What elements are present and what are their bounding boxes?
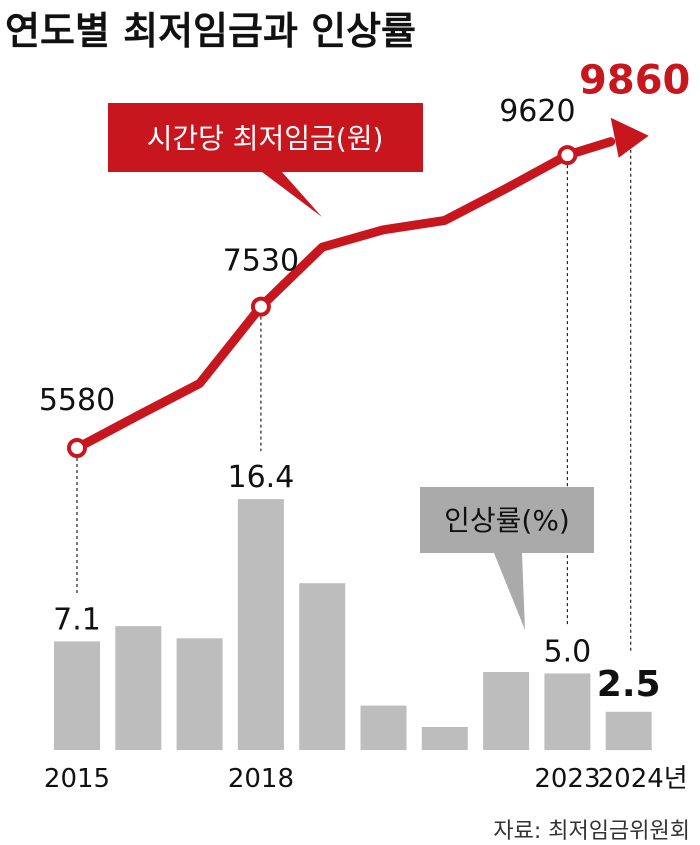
line-arrowhead <box>610 117 649 158</box>
line-label-2024: 9860 <box>579 58 690 104</box>
x-tick-2024: 2024년 <box>598 764 688 794</box>
bar-2016 <box>115 626 162 750</box>
line-series <box>67 117 649 458</box>
line-marker-2015 <box>67 438 87 458</box>
bar-2018 <box>237 499 284 750</box>
bar-2015 <box>54 641 100 750</box>
x-tick-2015: 2015 <box>44 764 110 794</box>
bar-series-callout: 인상률(%) <box>420 487 594 630</box>
bar-series-name: 인상률(%) <box>444 504 570 537</box>
line-label-2023: 9620 <box>499 94 575 129</box>
bar-label-2018: 16.4 <box>228 460 295 495</box>
line-marker-2023 <box>557 145 578 166</box>
leader-lines <box>76 149 632 654</box>
line-label-2018: 7530 <box>223 244 299 279</box>
bar-2021 <box>421 727 468 750</box>
bar-series <box>54 499 652 751</box>
source-note: 자료: 최저임금위원회 <box>493 819 690 844</box>
chart-title: 연도별 최저임금과 인상률 <box>5 9 416 53</box>
bar-label-2015: 7.1 <box>53 602 101 637</box>
line-series-name: 시간당 최저임금(원) <box>147 122 384 155</box>
bar-2019 <box>299 583 346 750</box>
bar-2023 <box>544 673 591 750</box>
line-label-2015: 5580 <box>39 383 115 418</box>
bar-label-2023: 5.0 <box>544 635 592 670</box>
bar-2024 <box>605 711 652 751</box>
line-marker-2018 <box>250 296 271 317</box>
bar-2020 <box>360 705 407 750</box>
bar-2017 <box>176 638 223 750</box>
line-path <box>72 137 616 453</box>
line-series-callout: 시간당 최저임금(원) <box>108 103 423 217</box>
x-tick-2018: 2018 <box>228 764 294 794</box>
bar-label-2024: 2.5 <box>597 664 661 705</box>
x-tick-2023: 2023 <box>534 764 600 794</box>
bar-2022 <box>483 672 530 750</box>
